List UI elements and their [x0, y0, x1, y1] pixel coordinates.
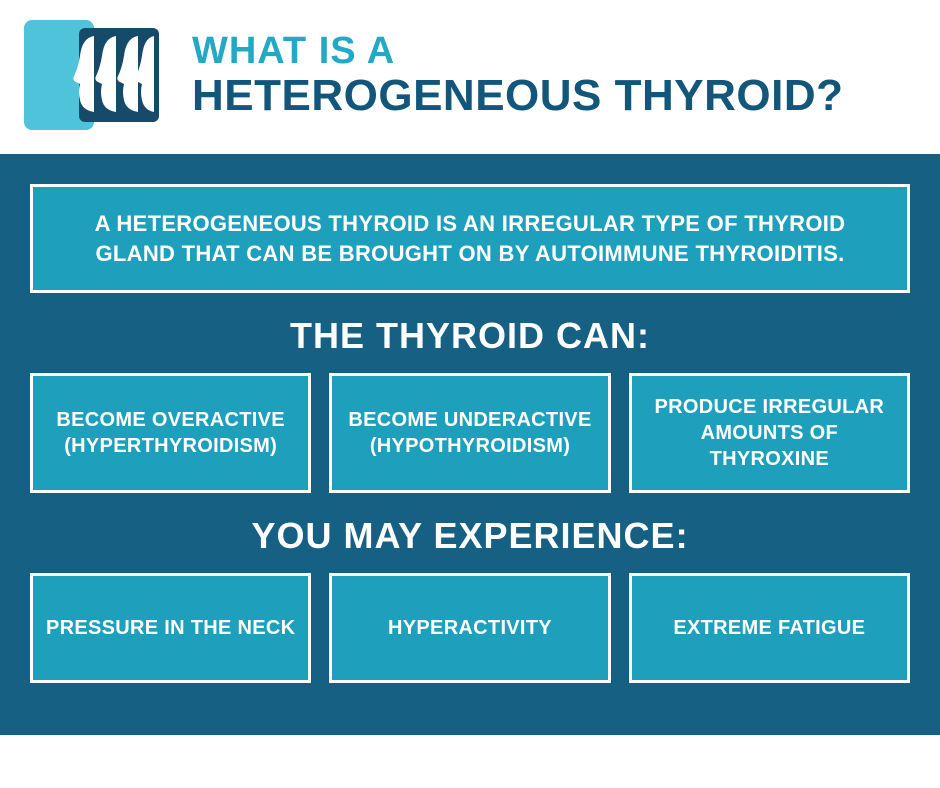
- can-card-1: BECOME UNDERACTIVE (HYPOTHYROIDISM): [329, 373, 610, 493]
- section-heading-can: THE THYROID CAN:: [30, 315, 910, 357]
- can-card-0: BECOME OVERACTIVE (HYPERTHYROIDISM): [30, 373, 311, 493]
- exp-card-2: EXTREME FATIGUE: [629, 573, 910, 683]
- exp-card-1: HYPERACTIVITY: [329, 573, 610, 683]
- definition-box: A HETEROGENEOUS THYROID IS AN IRREGULAR …: [30, 184, 910, 293]
- header: WHAT IS A HETEROGENEOUS THYROID?: [0, 0, 940, 154]
- title-block: WHAT IS A HETEROGENEOUS THYROID?: [192, 30, 844, 119]
- section-heading-experience: YOU MAY EXPERIENCE:: [30, 515, 910, 557]
- can-card-2: PRODUCE IRREGULAR AMOUNTS OF THYROXINE: [629, 373, 910, 493]
- title-large: HETEROGENEOUS THYROID?: [192, 73, 844, 119]
- logo-icon: [24, 20, 164, 130]
- thyroid-can-row: BECOME OVERACTIVE (HYPERTHYROIDISM) BECO…: [30, 373, 910, 493]
- title-small: WHAT IS A: [192, 30, 844, 73]
- experience-row: PRESSURE IN THE NECK HYPERACTIVITY EXTRE…: [30, 573, 910, 683]
- exp-card-0: PRESSURE IN THE NECK: [30, 573, 311, 683]
- body-panel: A HETEROGENEOUS THYROID IS AN IRREGULAR …: [0, 154, 940, 735]
